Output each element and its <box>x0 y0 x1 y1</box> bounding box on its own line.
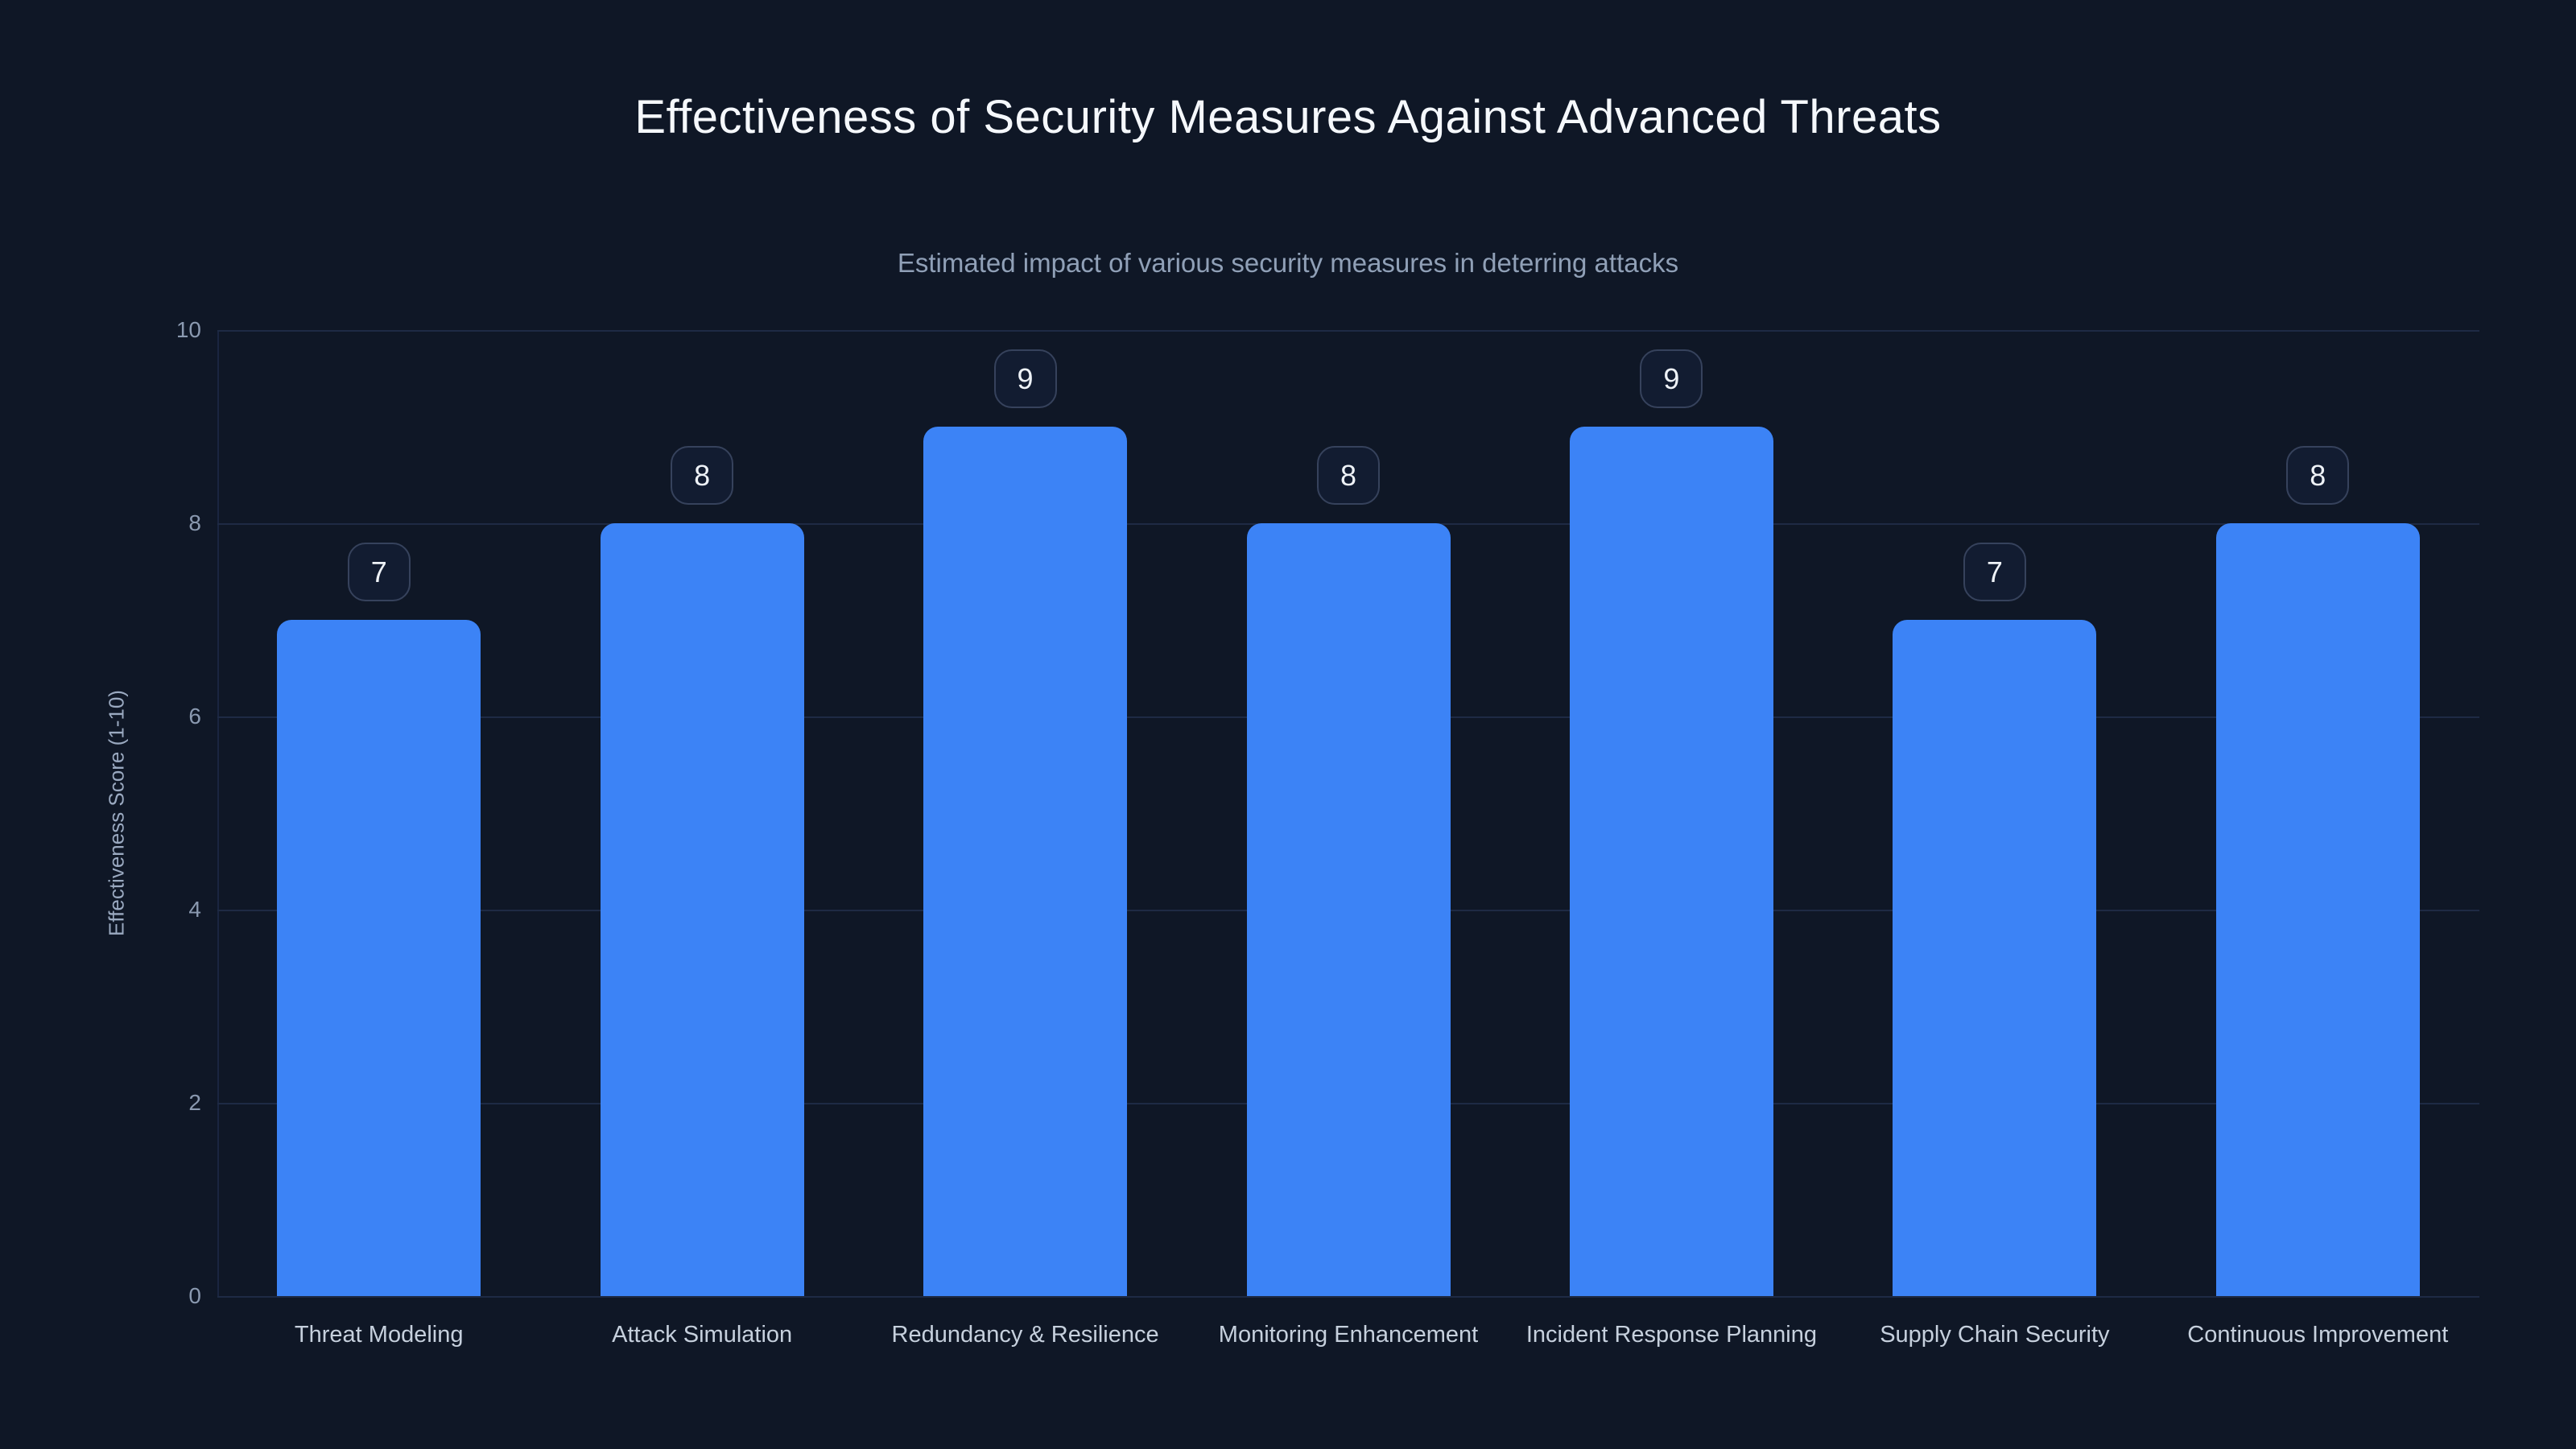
gridline <box>217 1296 2479 1298</box>
bar-value-badge: 8 <box>2286 446 2350 505</box>
bar-threat-modeling[interactable] <box>277 620 481 1296</box>
y-axis-line <box>217 330 219 1296</box>
chart-title: Effectiveness of Security Measures Again… <box>634 91 1942 143</box>
bar-value-badge: 8 <box>671 446 734 505</box>
gridline <box>217 330 2479 332</box>
bar-value-badge: 7 <box>347 543 411 601</box>
plot-area: 7 8 9 8 9 7 8 <box>217 330 2479 1298</box>
y-tick-label: 10 <box>175 317 201 342</box>
bar-continuous-improvement[interactable] <box>2215 523 2420 1296</box>
bar-value-badge: 8 <box>1317 446 1380 505</box>
x-tick-label: Supply Chain Security <box>1880 1322 2110 1348</box>
y-tick-label: 6 <box>188 704 201 729</box>
chart-subtitle: Estimated impact of various security mea… <box>897 248 1679 278</box>
bar-attack-simulation[interactable] <box>600 523 804 1296</box>
bar-value-badge: 9 <box>993 349 1057 408</box>
bar-monitoring-enhancement[interactable] <box>1246 523 1451 1296</box>
y-tick-label: 4 <box>188 897 201 922</box>
bar-redundancy-resilience[interactable] <box>923 427 1128 1296</box>
bar-supply-chain-security[interactable] <box>1893 620 2097 1296</box>
bar-value-badge: 9 <box>1640 349 1703 408</box>
y-axis-title: Effectiveness Score (1-10) <box>104 690 129 936</box>
x-tick-label: Incident Response Planning <box>1525 1322 1817 1348</box>
x-tick-label: Attack Simulation <box>612 1322 793 1348</box>
y-tick-label: 2 <box>188 1090 201 1115</box>
bar-value-badge: 7 <box>1963 543 2026 601</box>
x-tick-label: Monitoring Enhancement <box>1218 1322 1479 1348</box>
y-tick-label: 0 <box>188 1283 201 1308</box>
x-tick-label: Continuous Improvement <box>2187 1322 2449 1348</box>
x-tick-label: Redundancy & Resilience <box>891 1322 1159 1348</box>
y-tick-label: 8 <box>188 510 201 535</box>
bar-incident-response-planning[interactable] <box>1569 427 1773 1296</box>
x-tick-label: Threat Modeling <box>294 1322 464 1348</box>
